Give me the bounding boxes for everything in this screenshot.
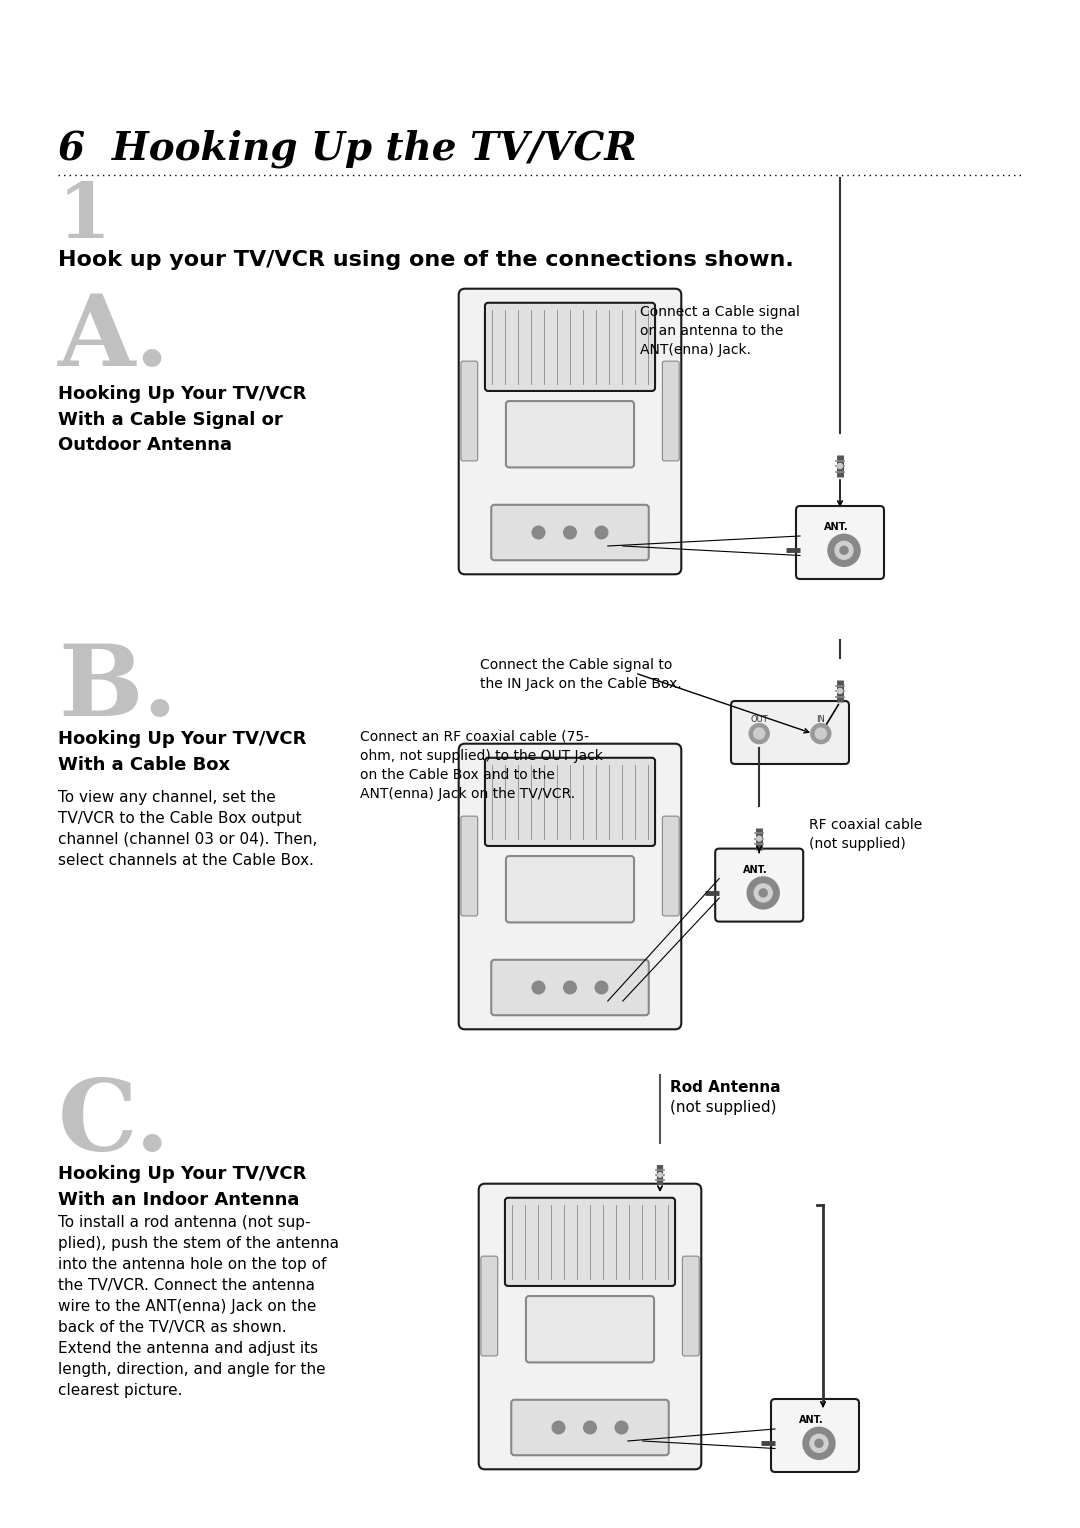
- FancyBboxPatch shape: [478, 1184, 701, 1470]
- Circle shape: [658, 1172, 662, 1177]
- FancyBboxPatch shape: [505, 1198, 675, 1287]
- Circle shape: [837, 689, 842, 694]
- Text: 1: 1: [58, 180, 111, 254]
- Circle shape: [837, 463, 842, 469]
- Circle shape: [804, 1427, 835, 1459]
- FancyBboxPatch shape: [505, 400, 634, 468]
- Text: ANT.: ANT.: [743, 865, 768, 874]
- Circle shape: [583, 1421, 596, 1433]
- Circle shape: [595, 981, 608, 993]
- Text: Connect a Cable signal
or an antenna to the
ANT(enna) Jack.: Connect a Cable signal or an antenna to …: [640, 306, 800, 358]
- FancyBboxPatch shape: [491, 504, 649, 561]
- FancyBboxPatch shape: [459, 744, 681, 1030]
- Circle shape: [754, 729, 765, 740]
- Text: OUT: OUT: [751, 715, 768, 724]
- Text: IN: IN: [816, 715, 825, 724]
- Circle shape: [810, 1435, 828, 1452]
- FancyBboxPatch shape: [662, 816, 679, 915]
- Circle shape: [747, 877, 779, 909]
- Circle shape: [750, 724, 769, 744]
- FancyBboxPatch shape: [526, 1296, 654, 1363]
- Circle shape: [532, 981, 544, 993]
- Text: A.: A.: [58, 290, 171, 387]
- Circle shape: [595, 526, 608, 539]
- FancyBboxPatch shape: [662, 361, 679, 461]
- Text: (not supplied): (not supplied): [670, 1100, 777, 1115]
- FancyBboxPatch shape: [715, 848, 804, 921]
- FancyBboxPatch shape: [731, 701, 849, 764]
- Circle shape: [828, 535, 860, 567]
- Circle shape: [564, 981, 577, 993]
- Circle shape: [754, 883, 772, 902]
- FancyBboxPatch shape: [771, 1400, 859, 1471]
- FancyBboxPatch shape: [485, 758, 656, 847]
- Text: Rod Antenna: Rod Antenna: [670, 1080, 781, 1096]
- FancyBboxPatch shape: [491, 960, 649, 1015]
- FancyBboxPatch shape: [461, 816, 477, 915]
- Text: To view any channel, set the
TV/VCR to the Cable Box output
channel (channel 03 : To view any channel, set the TV/VCR to t…: [58, 790, 318, 868]
- FancyBboxPatch shape: [461, 361, 477, 461]
- Circle shape: [757, 836, 761, 840]
- Circle shape: [616, 1421, 627, 1433]
- Circle shape: [835, 541, 853, 559]
- Text: To install a rod antenna (not sup-
plied), push the stem of the antenna
into the: To install a rod antenna (not sup- plied…: [58, 1215, 339, 1398]
- Circle shape: [811, 724, 831, 744]
- Text: Connect an RF coaxial cable (75-
ohm, not supplied) to the OUT Jack
on the Cable: Connect an RF coaxial cable (75- ohm, no…: [360, 730, 603, 801]
- FancyBboxPatch shape: [481, 1256, 498, 1355]
- Circle shape: [564, 526, 577, 539]
- FancyBboxPatch shape: [459, 289, 681, 575]
- Circle shape: [759, 889, 767, 897]
- Circle shape: [840, 547, 848, 555]
- Text: B.: B.: [58, 640, 177, 736]
- Circle shape: [552, 1421, 565, 1433]
- Text: Hooking Up Your TV/VCR
With an Indoor Antenna: Hooking Up Your TV/VCR With an Indoor An…: [58, 1164, 307, 1209]
- Text: ANT.: ANT.: [799, 1415, 823, 1426]
- Text: Hook up your TV/VCR using one of the connections shown.: Hook up your TV/VCR using one of the con…: [58, 251, 794, 270]
- Text: ANT.: ANT.: [824, 523, 848, 532]
- FancyBboxPatch shape: [511, 1400, 669, 1455]
- Text: C.: C.: [58, 1076, 171, 1172]
- FancyBboxPatch shape: [505, 856, 634, 923]
- Circle shape: [815, 1439, 823, 1447]
- Text: Connect the Cable signal to
the IN Jack on the Cable Box.: Connect the Cable signal to the IN Jack …: [480, 659, 681, 691]
- Text: RF coaxial cable
(not supplied): RF coaxial cable (not supplied): [809, 817, 922, 851]
- Circle shape: [532, 526, 544, 539]
- Text: Hooking Up Your TV/VCR
With a Cable Box: Hooking Up Your TV/VCR With a Cable Box: [58, 730, 307, 773]
- FancyBboxPatch shape: [683, 1256, 699, 1355]
- Circle shape: [815, 729, 826, 740]
- Text: 6  Hooking Up the TV/VCR: 6 Hooking Up the TV/VCR: [58, 130, 636, 168]
- FancyBboxPatch shape: [485, 303, 656, 391]
- Text: Hooking Up Your TV/VCR
With a Cable Signal or
Outdoor Antenna: Hooking Up Your TV/VCR With a Cable Sign…: [58, 385, 307, 454]
- FancyBboxPatch shape: [796, 506, 885, 579]
